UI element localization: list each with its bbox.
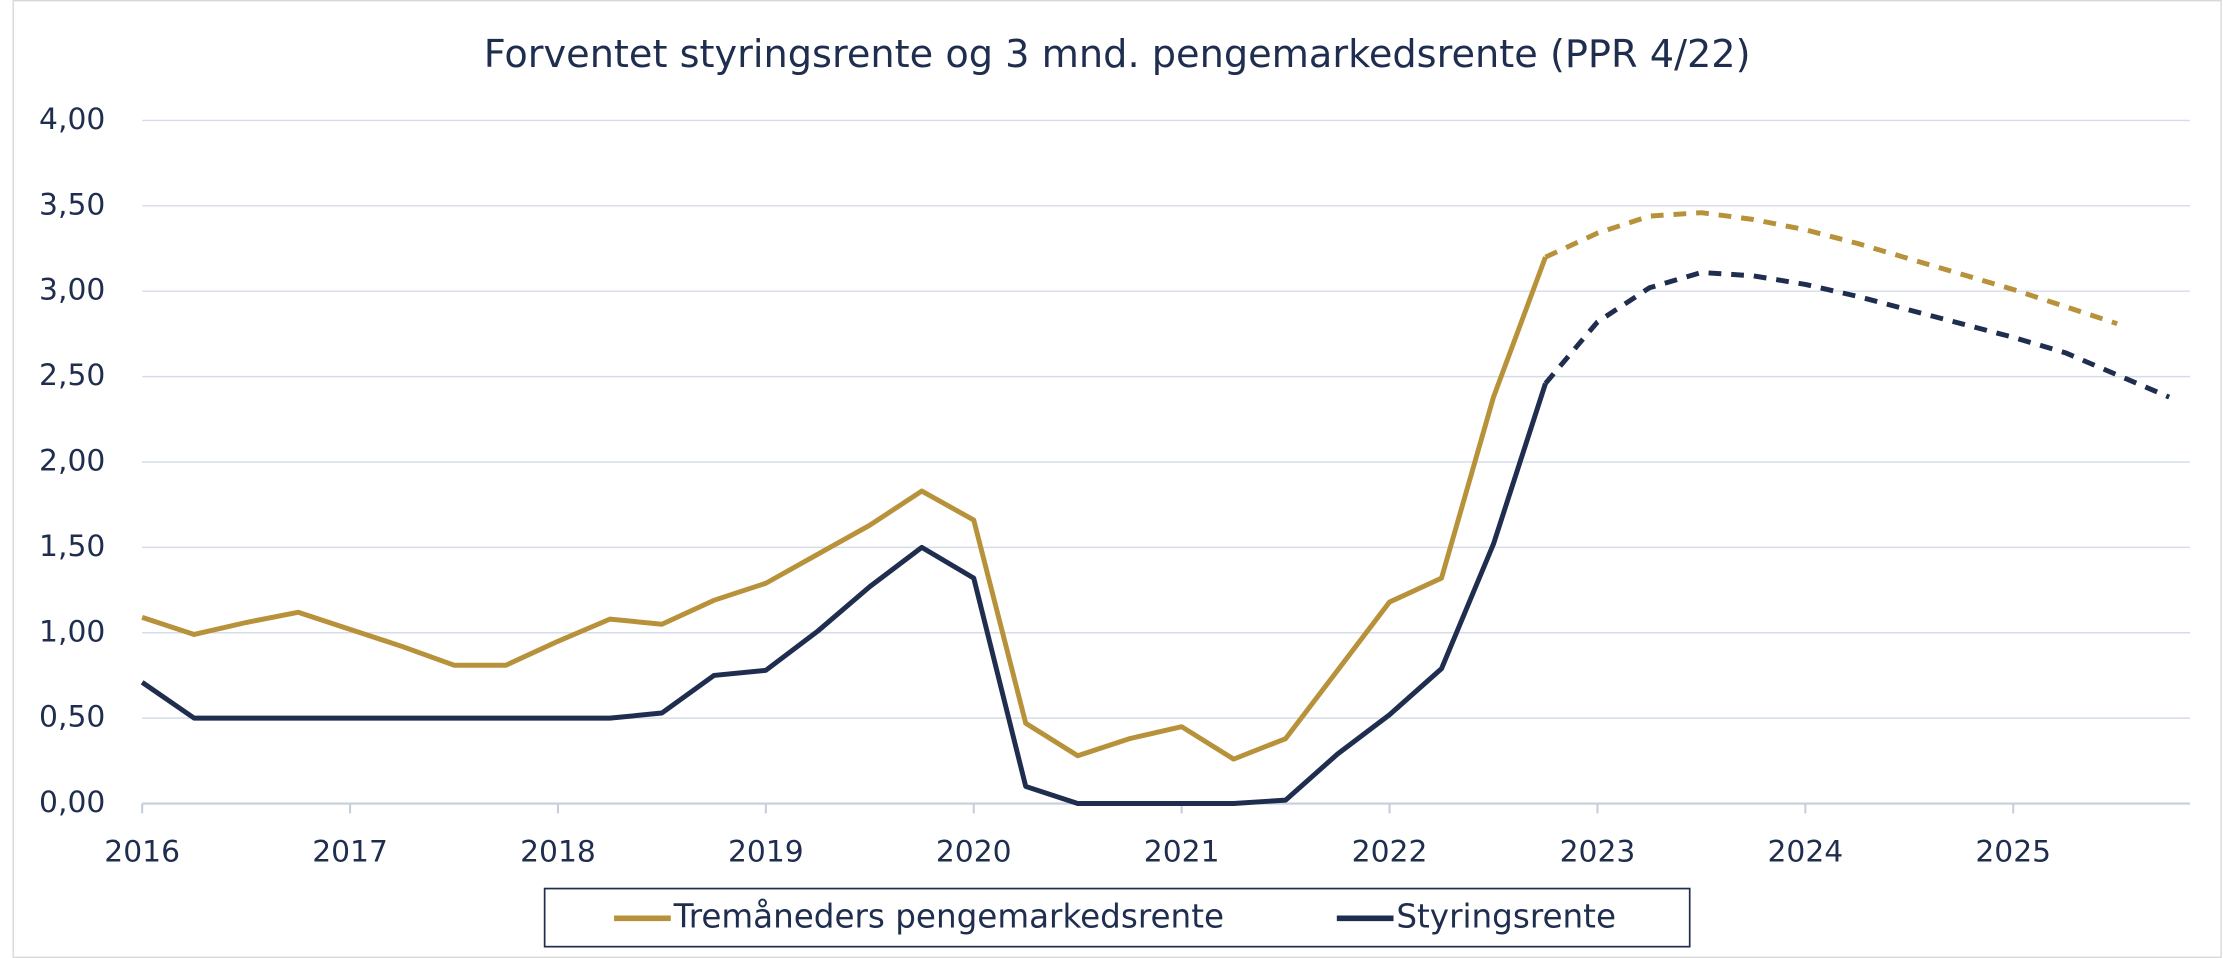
series-line xyxy=(140,382,1548,807)
legend-box xyxy=(543,887,1691,948)
y-tick-label: 0,00 xyxy=(39,785,105,820)
x-tick-label: 2021 xyxy=(1144,835,1220,870)
x-tick-label: 2017 xyxy=(312,835,388,870)
chart-frame xyxy=(12,0,2222,958)
projection-line xyxy=(1543,269,2171,400)
series-line xyxy=(141,256,1548,762)
y-tick-label: 4,00 xyxy=(39,102,105,137)
x-tick-label: 2023 xyxy=(1560,835,1636,870)
y-tick-label: 3,50 xyxy=(39,187,105,222)
chart-title: Forventet styringsrente og 3 mnd. pengem… xyxy=(484,32,1751,77)
projection-line xyxy=(1544,210,2118,327)
x-tick-label: 2016 xyxy=(104,835,180,870)
y-tick-label: 0,50 xyxy=(39,700,105,735)
legend-label: Tremåneders pengemarkedsrente xyxy=(673,897,1224,935)
legend-label: Styringsrente xyxy=(1396,897,1616,935)
y-tick-label: 3,00 xyxy=(39,273,105,308)
x-tick-label: 2020 xyxy=(936,835,1012,870)
x-tick-label: 2018 xyxy=(520,835,596,870)
x-tick-label: 2024 xyxy=(1767,835,1843,870)
y-tick-label: 2,00 xyxy=(39,443,105,478)
y-tick-label: 1,50 xyxy=(39,529,105,564)
x-tick-label: 2025 xyxy=(1975,835,2051,870)
y-tick-label: 1,00 xyxy=(39,614,105,649)
x-tick-label: 2022 xyxy=(1352,835,1428,870)
x-tick-label: 2019 xyxy=(728,835,804,870)
y-tick-label: 2,50 xyxy=(39,358,105,393)
